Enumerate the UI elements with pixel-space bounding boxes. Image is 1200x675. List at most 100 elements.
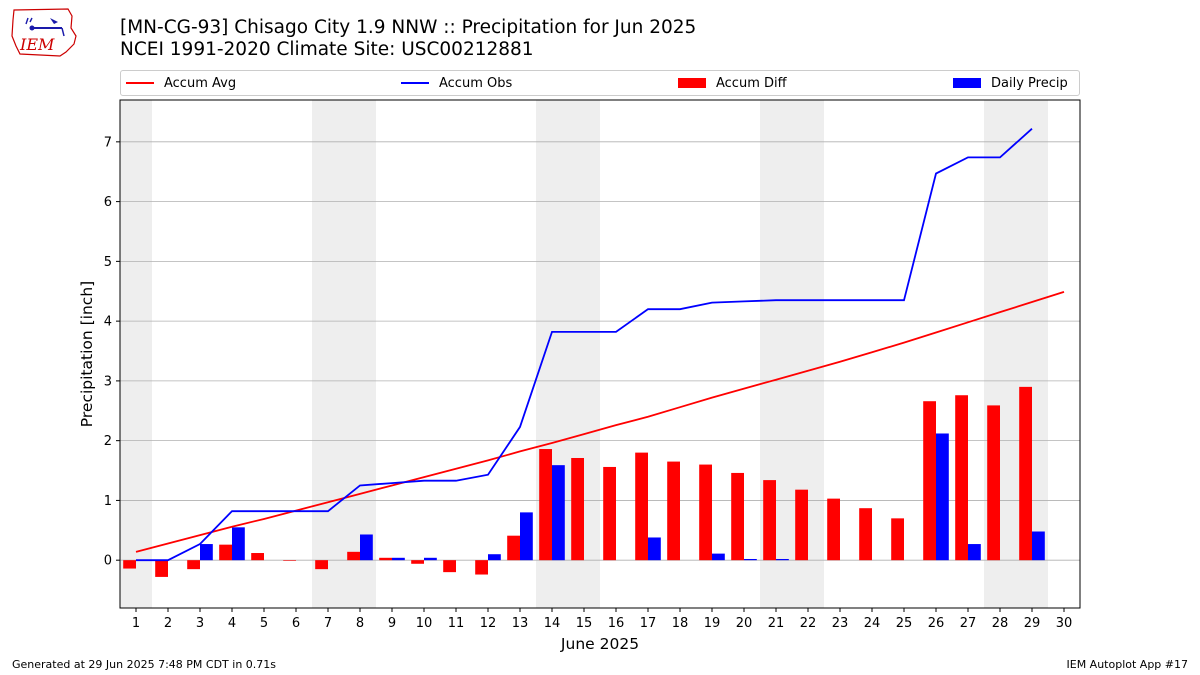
bar-accum-diff-day-10 [411, 560, 424, 564]
weekend-shade-1 [312, 100, 376, 608]
bar-accum-diff-day-27 [955, 395, 968, 561]
legend-label-accum-avg: Accum Avg [164, 75, 237, 91]
x-tick-label-8: 8 [356, 616, 364, 631]
x-tick-label-26: 26 [928, 616, 945, 631]
x-tick-label-10: 10 [416, 616, 433, 631]
bar-accum-diff-day-12 [475, 560, 488, 575]
bar-accum-diff-day-29 [1019, 386, 1032, 561]
x-tick-label-21: 21 [768, 616, 785, 631]
bar-accum-diff-day-15 [571, 457, 584, 561]
x-axis-label: June 2025 [560, 635, 639, 653]
bar-accum-diff-day-21 [763, 480, 776, 561]
legend-item-daily-precip: Daily Precip [953, 71, 1068, 95]
legend-label-accum-diff: Accum Diff [716, 75, 787, 91]
y-tick-label-0: 0 [104, 554, 112, 569]
bar-accum-diff-day-4 [219, 544, 232, 561]
x-tick-label-16: 16 [608, 616, 625, 631]
legend-swatch-accum-obs [401, 82, 429, 84]
x-tick-label-6: 6 [292, 616, 300, 631]
x-tick-label-20: 20 [736, 616, 753, 631]
svg-text:IEM: IEM [19, 35, 55, 54]
x-tick-label-29: 29 [1024, 616, 1041, 631]
bar-accum-diff-day-3 [187, 560, 200, 570]
bar-accum-diff-day-5 [251, 553, 264, 561]
x-tick-label-19: 19 [704, 616, 721, 631]
y-tick-label-5: 5 [104, 255, 112, 270]
bar-daily-precip-day-9 [392, 557, 405, 561]
weekend-shade-0 [120, 100, 152, 608]
x-tick-label-12: 12 [480, 616, 497, 631]
bar-daily-precip-day-12 [488, 554, 501, 561]
bar-accum-diff-day-23 [827, 498, 840, 561]
generated-timestamp: Generated at 29 Jun 2025 7:48 PM CDT in … [12, 658, 277, 671]
x-tick-label-3: 3 [196, 616, 204, 631]
bar-daily-precip-day-13 [520, 512, 533, 561]
x-tick-label-4: 4 [228, 616, 236, 631]
bar-accum-diff-day-2 [155, 560, 168, 577]
bar-accum-diff-day-7 [315, 560, 328, 570]
y-tick-label-3: 3 [104, 374, 112, 389]
plot-frame [119, 99, 1081, 609]
bar-accum-diff-day-8 [347, 551, 360, 561]
y-tick-label-1: 1 [104, 494, 112, 509]
legend-item-accum-diff: Accum Diff [678, 71, 787, 95]
x-tick-label-25: 25 [896, 616, 913, 631]
bar-accum-diff-day-11 [443, 560, 456, 573]
bar-daily-precip-day-26 [936, 433, 949, 561]
x-tick-label-14: 14 [544, 616, 561, 631]
y-tick-label-6: 6 [104, 195, 112, 210]
x-tick-label-22: 22 [800, 616, 817, 631]
x-tick-label-17: 17 [640, 616, 657, 631]
chart-subtitle: NCEI 1991-2020 Climate Site: USC00212881 [120, 39, 534, 60]
line-accum-obs [136, 128, 1033, 562]
x-tick-label-28: 28 [992, 616, 1009, 631]
iem-logo: IEM [11, 8, 77, 57]
bar-accum-diff-day-28 [987, 405, 1000, 561]
x-tick-label-23: 23 [832, 616, 849, 631]
bar-accum-diff-day-24 [859, 508, 872, 561]
x-tick-label-11: 11 [448, 616, 465, 631]
bar-daily-precip-day-21 [776, 558, 789, 561]
chart-title: [MN-CG-93] Chisago City 1.9 NNW :: Preci… [120, 17, 697, 38]
bar-accum-diff-day-14 [539, 449, 552, 561]
bar-daily-precip-day-19 [712, 553, 725, 561]
bar-accum-diff-day-20 [731, 472, 744, 561]
bar-accum-diff-day-22 [795, 489, 808, 561]
x-tick-label-2: 2 [164, 616, 172, 631]
legend-item-accum-obs: Accum Obs [401, 71, 512, 95]
bar-accum-diff-day-9 [379, 557, 392, 561]
x-tick-label-5: 5 [260, 616, 268, 631]
bar-accum-diff-day-26 [923, 401, 936, 561]
bar-daily-precip-day-10 [424, 557, 437, 561]
x-tick-label-18: 18 [672, 616, 689, 631]
bar-accum-diff-day-19 [699, 464, 712, 561]
x-tick-label-7: 7 [324, 616, 332, 631]
y-tick-label-2: 2 [104, 434, 112, 449]
bar-accum-diff-day-16 [603, 466, 616, 561]
bar-daily-precip-day-17 [648, 537, 661, 561]
bar-accum-diff-day-17 [635, 452, 648, 561]
bar-daily-precip-day-29 [1032, 531, 1045, 561]
y-tick-label-7: 7 [104, 135, 112, 150]
bar-daily-precip-day-27 [968, 544, 981, 561]
x-tick-label-30: 30 [1056, 616, 1073, 631]
bar-accum-diff-day-25 [891, 518, 904, 561]
x-tick-label-13: 13 [512, 616, 529, 631]
x-tick-label-27: 27 [960, 616, 977, 631]
x-tick-label-24: 24 [864, 616, 881, 631]
bar-daily-precip-day-20 [744, 558, 757, 561]
bar-daily-precip-day-4 [232, 527, 245, 561]
legend-label-accum-obs: Accum Obs [439, 75, 513, 91]
legend-swatch-accum-diff [678, 78, 706, 88]
bar-accum-diff-day-1 [123, 560, 136, 569]
app-id: IEM Autoplot App #17 [1066, 658, 1189, 671]
chart-legend: Accum Avg Accum Obs Accum Diff Daily Pre… [120, 70, 1080, 96]
bar-daily-precip-day-14 [552, 465, 565, 561]
x-tick-label-15: 15 [576, 616, 593, 631]
bar-accum-diff-day-18 [667, 461, 680, 561]
x-tick-label-1: 1 [132, 616, 140, 631]
bar-daily-precip-day-8 [360, 534, 373, 561]
legend-label-daily-precip: Daily Precip [991, 75, 1068, 91]
bar-accum-diff-day-13 [507, 535, 520, 561]
